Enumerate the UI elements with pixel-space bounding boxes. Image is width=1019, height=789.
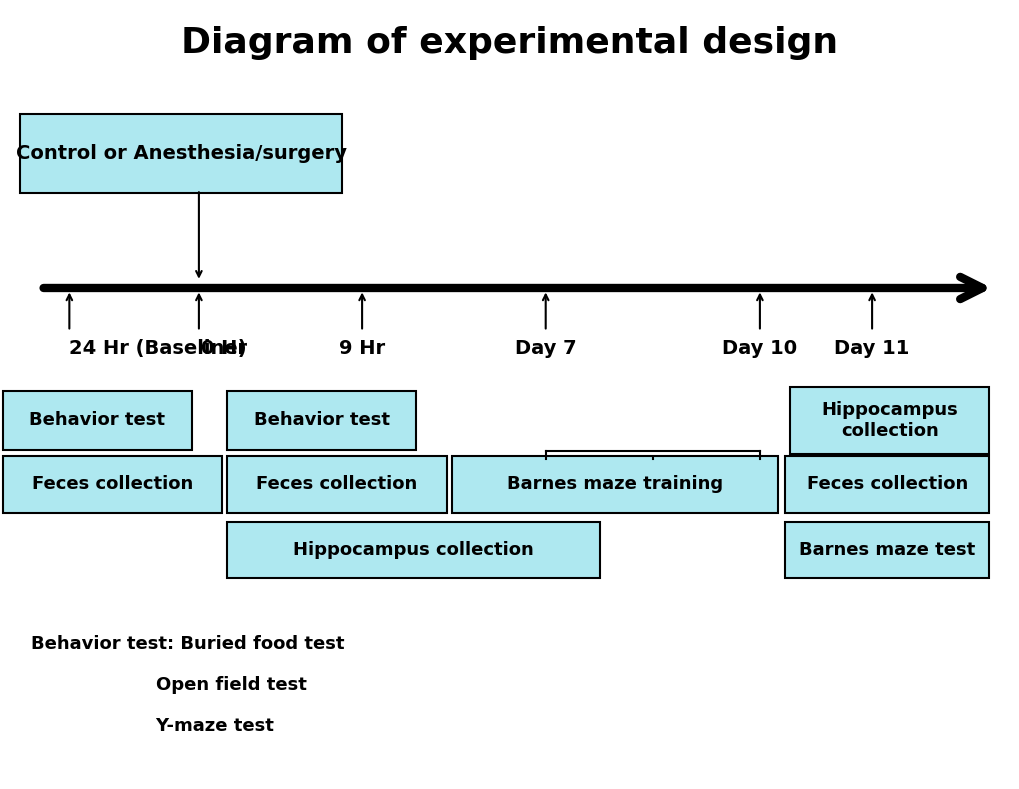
Text: Hippocampus collection: Hippocampus collection [292,541,534,559]
Text: Open field test: Open field test [31,676,306,694]
Text: Day 11: Day 11 [834,339,909,358]
Text: Hippocampus
collection: Hippocampus collection [820,401,958,439]
Text: Feces collection: Feces collection [32,476,194,493]
FancyBboxPatch shape [785,456,988,513]
FancyBboxPatch shape [451,456,777,513]
Text: Behavior test: Behavior test [30,411,165,429]
FancyBboxPatch shape [3,391,192,450]
FancyBboxPatch shape [227,522,599,578]
Text: 9 Hr: 9 Hr [338,339,385,358]
Text: Diagram of experimental design: Diagram of experimental design [181,26,838,61]
Text: Barnes maze test: Barnes maze test [799,541,974,559]
Text: Y-maze test: Y-maze test [31,717,273,735]
Text: Behavior test: Behavior test [254,411,389,429]
Text: Behavior test: Buried food test: Behavior test: Buried food test [31,635,343,653]
Text: Feces collection: Feces collection [256,476,418,493]
FancyBboxPatch shape [3,456,222,513]
FancyBboxPatch shape [785,522,988,578]
Text: Day 10: Day 10 [721,339,797,358]
FancyBboxPatch shape [227,456,446,513]
Text: Control or Anesthesia/surgery: Control or Anesthesia/surgery [15,144,346,163]
FancyBboxPatch shape [227,391,416,450]
FancyBboxPatch shape [20,114,341,193]
Text: 24 Hr (Baseline): 24 Hr (Baseline) [69,339,247,358]
Text: Day 7: Day 7 [515,339,576,358]
Text: Barnes maze training: Barnes maze training [506,476,722,493]
FancyBboxPatch shape [790,387,988,454]
Text: Feces collection: Feces collection [806,476,967,493]
Text: 0 Hr: 0 Hr [201,339,248,358]
